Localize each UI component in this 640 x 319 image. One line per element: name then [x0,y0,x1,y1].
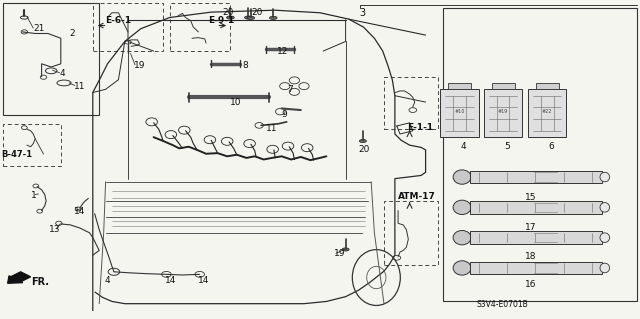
Text: FR.: FR. [31,277,49,287]
Ellipse shape [600,172,609,182]
Ellipse shape [453,230,471,245]
Ellipse shape [453,261,471,275]
Bar [484,89,522,137]
Ellipse shape [600,233,609,242]
Text: 11: 11 [266,124,277,133]
Text: 4: 4 [461,142,466,151]
Bar [470,262,602,274]
Text: 2: 2 [69,29,75,38]
Ellipse shape [453,170,471,184]
Text: B-47-1: B-47-1 [1,150,33,159]
Bar [3,3,99,115]
Text: 18: 18 [525,252,537,261]
Text: E-6-1: E-6-1 [106,16,132,25]
Text: 9: 9 [282,110,287,119]
Text: 14: 14 [198,276,210,285]
Text: 17: 17 [525,223,537,232]
FancyArrow shape [8,272,31,283]
Text: 5: 5 [505,142,510,151]
Ellipse shape [244,16,252,19]
Text: E-9-1: E-9-1 [208,16,234,25]
Bar [470,201,602,214]
Bar [93,3,163,51]
Text: 3: 3 [360,8,366,18]
Text: 12: 12 [276,47,288,56]
Text: 4: 4 [105,276,111,285]
Text: 14: 14 [74,207,85,216]
Ellipse shape [342,248,349,251]
Ellipse shape [453,200,471,214]
Ellipse shape [600,263,609,273]
Bar [470,171,602,183]
Text: E-1-1: E-1-1 [407,123,433,132]
Text: 21: 21 [33,24,45,33]
Ellipse shape [269,16,277,19]
Ellipse shape [247,16,255,19]
Text: 13: 13 [49,225,61,234]
Bar [536,83,559,89]
Bar [492,83,515,89]
Text: 11: 11 [74,82,85,91]
Ellipse shape [600,203,609,212]
Bar [384,77,438,129]
Bar [440,89,479,137]
Text: 4: 4 [60,69,65,78]
Text: 19: 19 [334,249,346,258]
Bar [3,124,61,166]
Text: ATM-17: ATM-17 [398,192,436,201]
Bar [170,3,230,51]
Text: S3V4-E0701B: S3V4-E0701B [477,300,529,309]
Text: 20: 20 [358,145,370,154]
Text: #19: #19 [498,109,508,114]
Bar [384,201,438,265]
Bar [470,231,602,244]
Ellipse shape [360,139,366,143]
Text: 20: 20 [223,8,234,17]
Text: 10: 10 [230,98,242,107]
Ellipse shape [227,16,234,19]
Bar [528,89,566,137]
Text: #22: #22 [542,109,552,114]
Text: 14: 14 [165,276,177,285]
Text: 6: 6 [549,142,554,151]
Bar [443,8,637,301]
Text: 15: 15 [525,193,537,202]
Text: 19: 19 [134,61,146,70]
Text: 8: 8 [242,61,248,70]
Text: #10: #10 [454,109,465,114]
Text: 16: 16 [525,280,537,289]
Bar [448,83,471,89]
Text: 20: 20 [251,8,262,17]
Text: 1: 1 [31,191,36,200]
Text: 7: 7 [287,85,292,94]
